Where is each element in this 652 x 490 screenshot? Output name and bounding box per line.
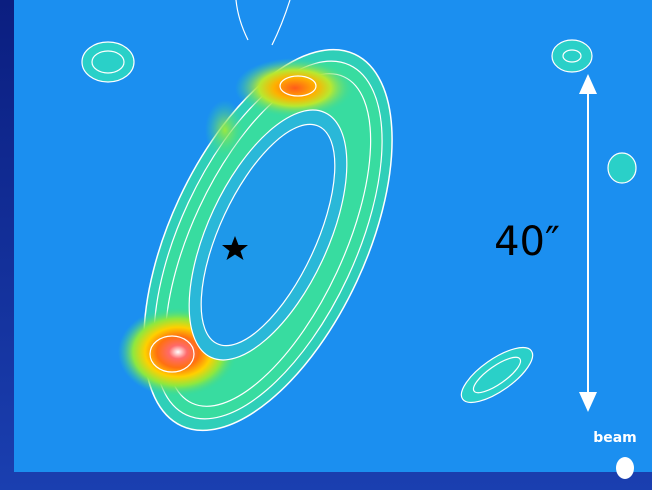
beam-shape — [616, 457, 634, 479]
scale-label: 40″ — [494, 219, 560, 265]
beam-label: beam — [593, 430, 637, 446]
radio-map: 40″ beam — [0, 0, 652, 490]
